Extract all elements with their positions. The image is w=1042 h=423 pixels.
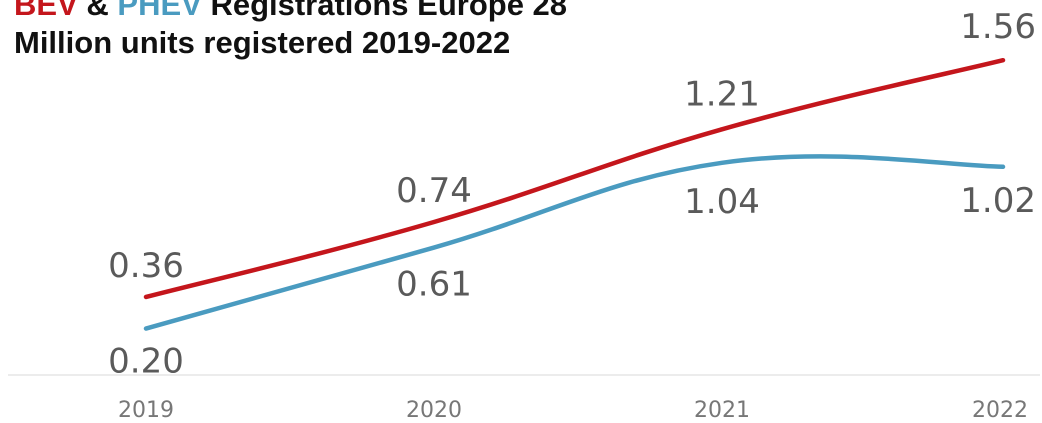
title-amp: & bbox=[86, 0, 109, 22]
data-label-bev-2022: 1.56 bbox=[960, 7, 1036, 47]
title-bev: BEV bbox=[14, 0, 78, 22]
x-tick-label-2019: 2019 bbox=[118, 398, 174, 423]
data-label-phev-2021: 1.04 bbox=[684, 182, 760, 222]
x-tick-label-2021: 2021 bbox=[694, 398, 750, 423]
series-line-phev bbox=[143, 154, 1006, 331]
data-label-phev-2020: 0.61 bbox=[396, 265, 472, 305]
x-tick-label-2022: 2022 bbox=[972, 398, 1028, 423]
data-label-bev-2019: 0.36 bbox=[108, 246, 184, 286]
title-rest: Registrations Europe 28 bbox=[210, 0, 568, 22]
x-tick-label-2020: 2020 bbox=[406, 398, 462, 423]
data-label-phev-2019: 0.20 bbox=[108, 342, 184, 382]
title-line2: Million units registered 2019-2022 bbox=[14, 25, 511, 60]
data-label-bev-2021: 1.21 bbox=[684, 74, 760, 114]
data-label-bev-2020: 0.74 bbox=[396, 171, 472, 211]
data-label-phev-2022: 1.02 bbox=[960, 181, 1036, 221]
title-phev: PHEV bbox=[117, 0, 202, 22]
chart-title: BEV & PHEV Registrations Europe 28 Milli… bbox=[14, 0, 567, 62]
series-line-bev bbox=[143, 57, 1006, 300]
